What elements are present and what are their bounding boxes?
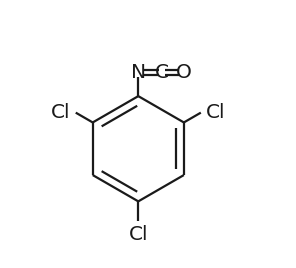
- Text: Cl: Cl: [206, 103, 226, 122]
- Text: Cl: Cl: [128, 225, 148, 244]
- Text: Cl: Cl: [51, 103, 70, 122]
- Text: C: C: [155, 63, 169, 82]
- Text: N: N: [131, 63, 146, 82]
- Text: O: O: [176, 63, 192, 82]
